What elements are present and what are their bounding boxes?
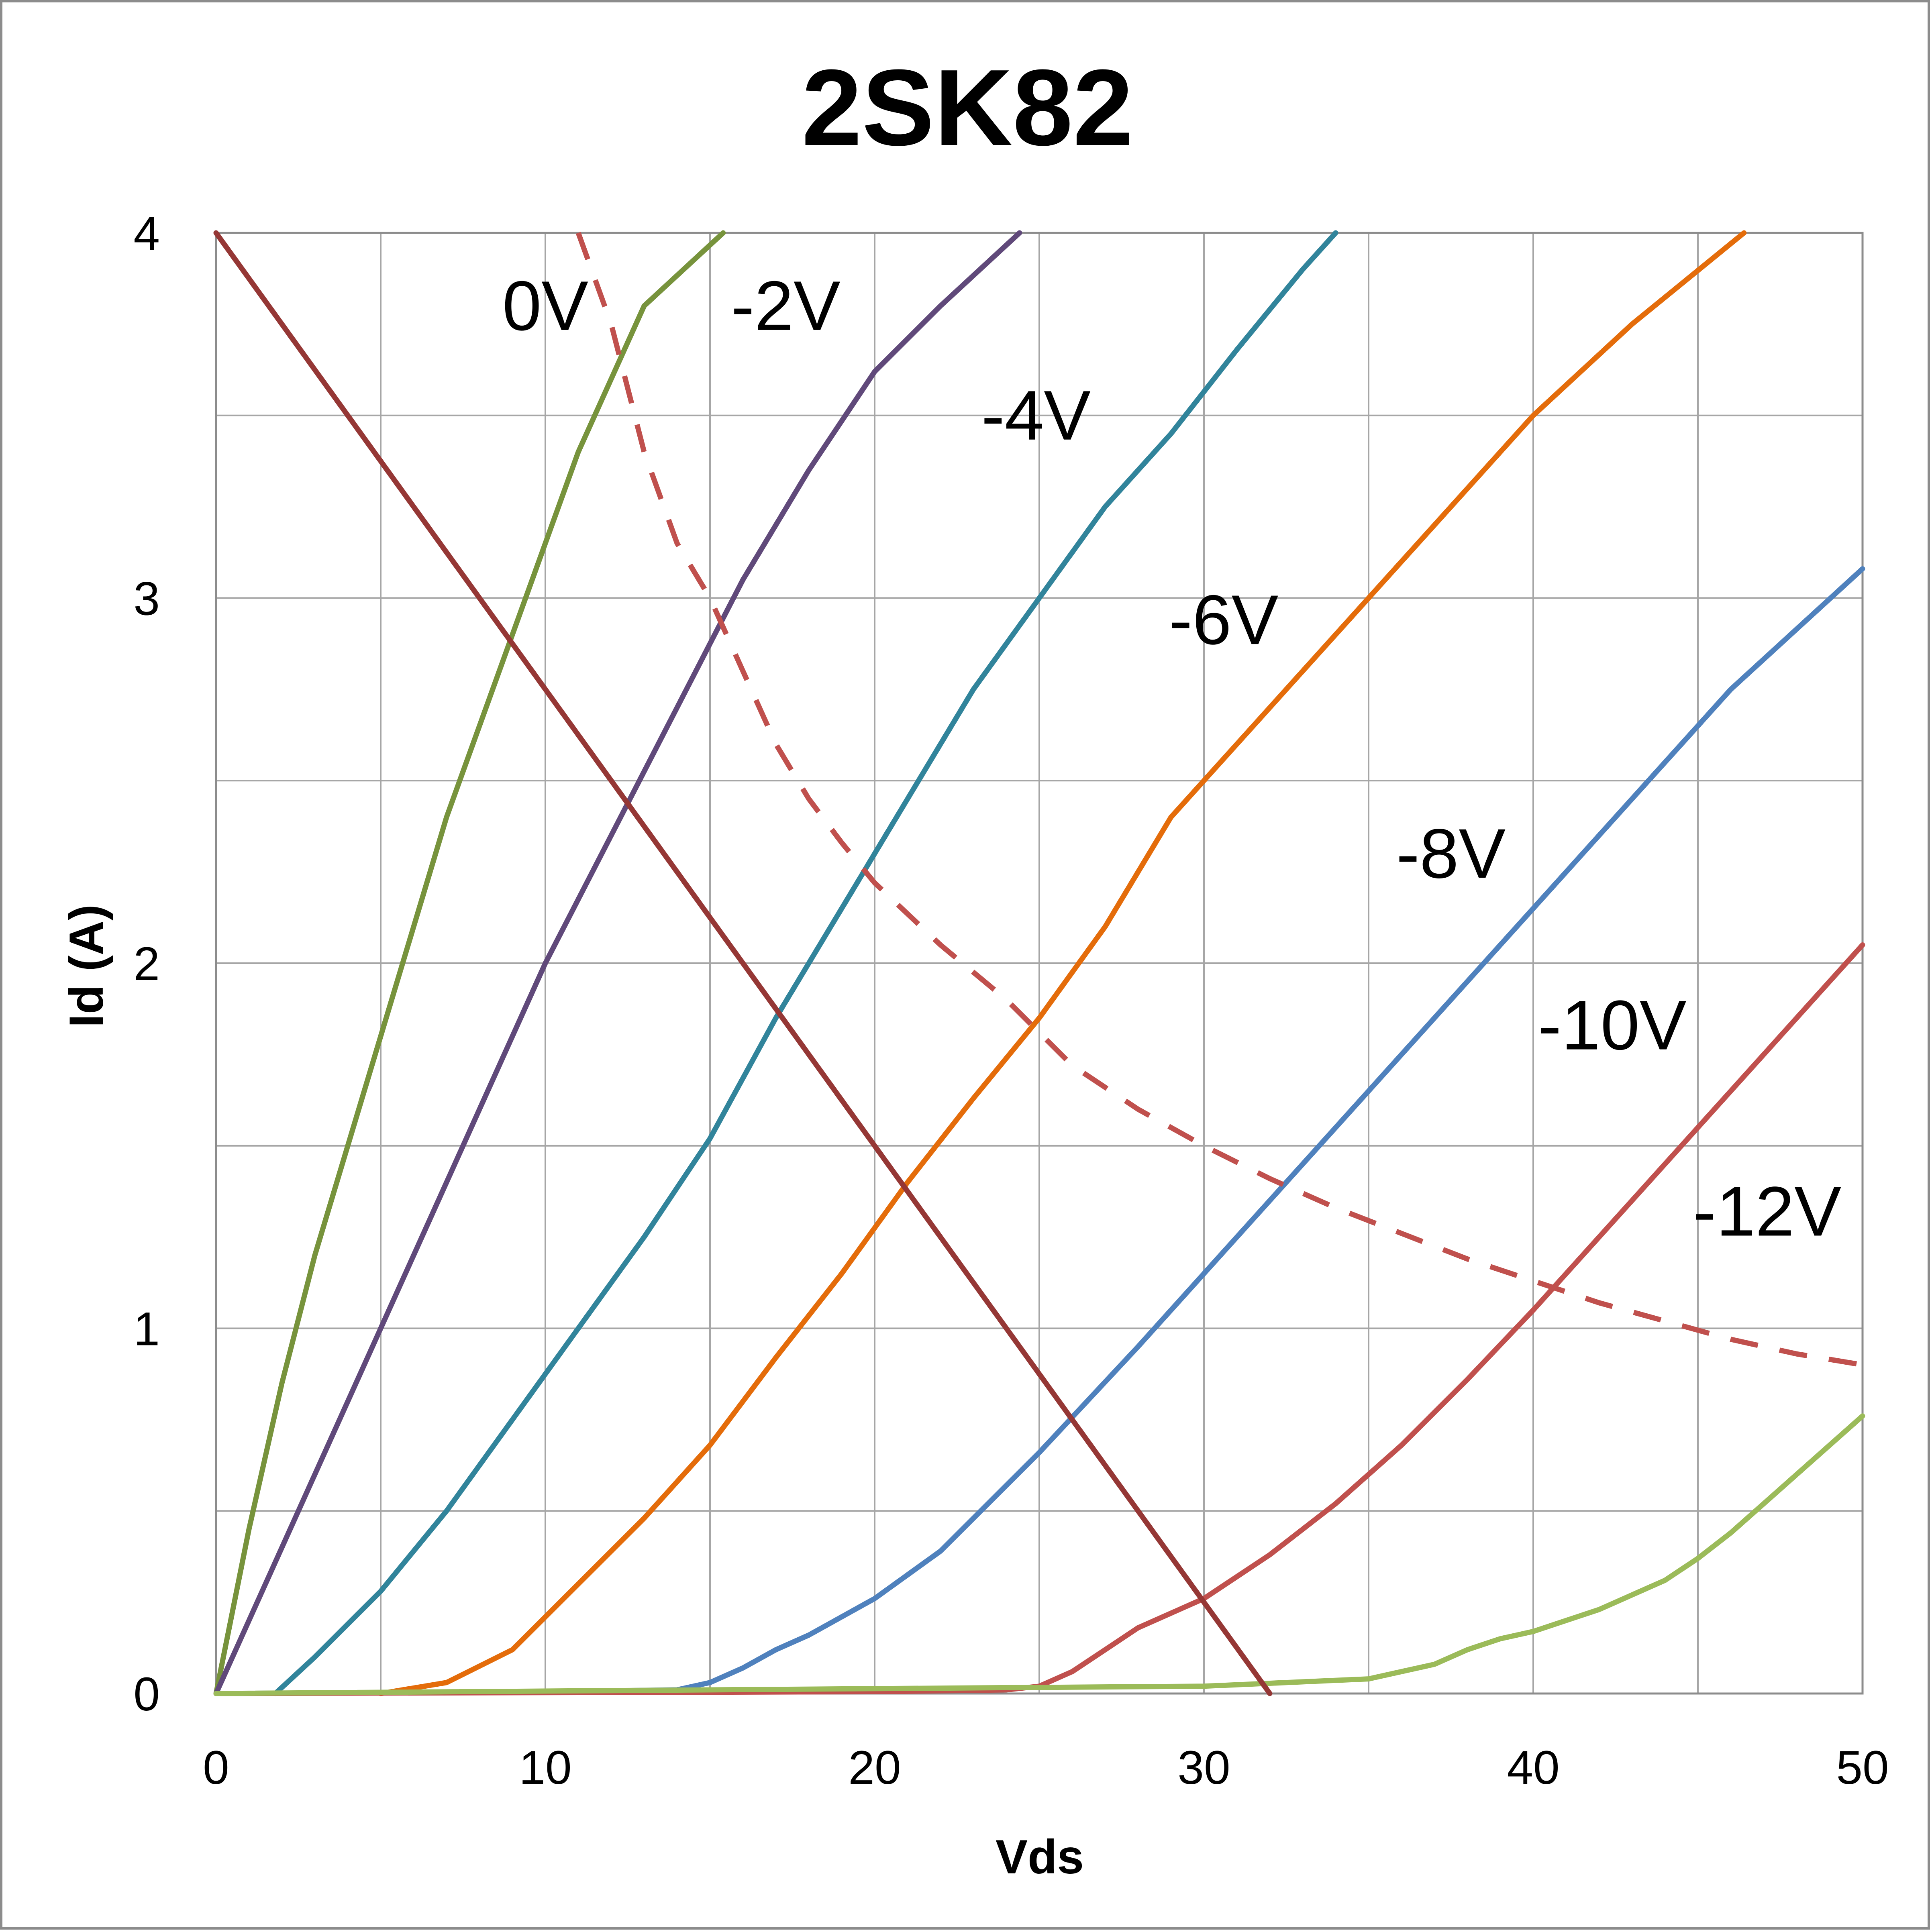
series-line-12vv bbox=[213, 1413, 1865, 1696]
y-axis-title: Id (A) bbox=[59, 905, 113, 1028]
series-line-6vv bbox=[378, 230, 1747, 1696]
curve-label: -2V bbox=[731, 267, 840, 345]
series-line-2vv bbox=[213, 230, 1022, 1696]
x-tick-label: 40 bbox=[1507, 1741, 1559, 1794]
chart-title: 2SK82 bbox=[802, 47, 1133, 168]
load-line bbox=[213, 230, 1273, 1696]
x-tick-label: 10 bbox=[519, 1741, 571, 1794]
curve-label: -10V bbox=[1538, 986, 1687, 1065]
series-line-4vv bbox=[273, 230, 1338, 1696]
y-tick-label: 4 bbox=[133, 207, 160, 260]
plot-area-border bbox=[215, 232, 1864, 1695]
tick-labels: 0 10 20 30 40 50 0 1 2 3 4 bbox=[133, 207, 1889, 1794]
y-tick-label: 1 bbox=[133, 1303, 160, 1356]
y-tick-label: 2 bbox=[133, 937, 160, 990]
curve-label: -8V bbox=[1396, 815, 1506, 893]
curve-label: -6V bbox=[1169, 581, 1278, 659]
x-tick-label: 30 bbox=[1177, 1741, 1230, 1794]
x-tick-label: 0 bbox=[203, 1741, 229, 1794]
curve-label: 0V bbox=[502, 267, 588, 345]
curve-labels: 0V -2V -4V -6V -8V -10V -12V bbox=[502, 267, 1841, 1251]
x-tick-label: 50 bbox=[1836, 1741, 1889, 1794]
curve-label: -4V bbox=[981, 377, 1091, 455]
max-power-curve bbox=[575, 232, 1863, 1367]
y-tick-label: 0 bbox=[133, 1668, 160, 1721]
curve-label: -12V bbox=[1693, 1172, 1841, 1251]
y-tick-label: 3 bbox=[133, 573, 160, 626]
series-group bbox=[213, 230, 1865, 1696]
series-line-0vv bbox=[213, 230, 726, 1696]
series-line-8vv bbox=[213, 566, 1865, 1696]
x-tick-label: 20 bbox=[848, 1741, 901, 1794]
x-axis-title: Vds bbox=[996, 1830, 1084, 1884]
